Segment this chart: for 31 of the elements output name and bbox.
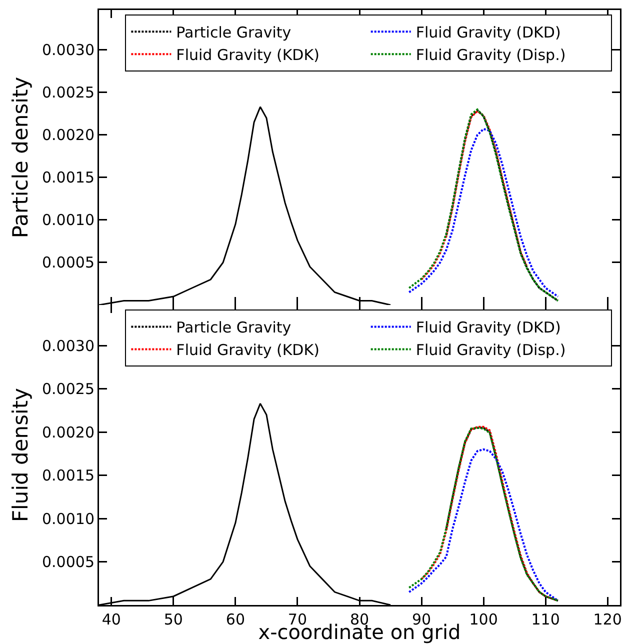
y-tick-label: 0.0010 (42, 510, 94, 528)
y-tick-label: 0.0025 (42, 380, 94, 398)
x-tick-label: 110 (531, 610, 560, 628)
y-tick-label: 0.0025 (42, 84, 94, 102)
y-axis-title: Fluid density (8, 388, 32, 522)
y-tick-label: 0.0015 (42, 168, 94, 187)
x-tick-label: 60 (226, 610, 245, 628)
x-tick-label: 120 (593, 610, 622, 628)
y-tick-label: 0.0005 (42, 553, 94, 572)
y-axis-title: Particle density (8, 76, 32, 238)
y-tick-label: 0.0030 (42, 336, 94, 355)
y-tick-label: 0.0005 (42, 254, 94, 272)
line-series (420, 110, 528, 280)
legend-label: Fluid Gravity (DKD) (416, 318, 561, 337)
x-tick-label: 90 (412, 610, 432, 628)
legend-label: Fluid Gravity (Disp.) (416, 46, 566, 64)
legend-label: Particle Gravity (176, 24, 292, 42)
y-tick-label: 0.0030 (42, 41, 94, 60)
y-tick-label: 0.0020 (42, 126, 94, 144)
legend-label: Fluid Gravity (DKD) (416, 24, 561, 42)
legend-label: Fluid Gravity (Disp.) (416, 341, 566, 360)
x-tick-label: 100 (469, 610, 498, 628)
y-tick-label: 0.0010 (42, 211, 94, 230)
legend-label: Fluid Gravity (KDK) (176, 46, 320, 64)
legend-label: Particle Gravity (176, 318, 292, 337)
y-tick-label: 0.0015 (42, 466, 94, 485)
legend-label: Fluid Gravity (KDK) (176, 341, 320, 360)
y-tick-label: 0.0020 (42, 423, 94, 442)
x-tick-label: 50 (164, 610, 183, 628)
line-series (445, 109, 559, 302)
x-tick-label: 40 (102, 610, 121, 628)
